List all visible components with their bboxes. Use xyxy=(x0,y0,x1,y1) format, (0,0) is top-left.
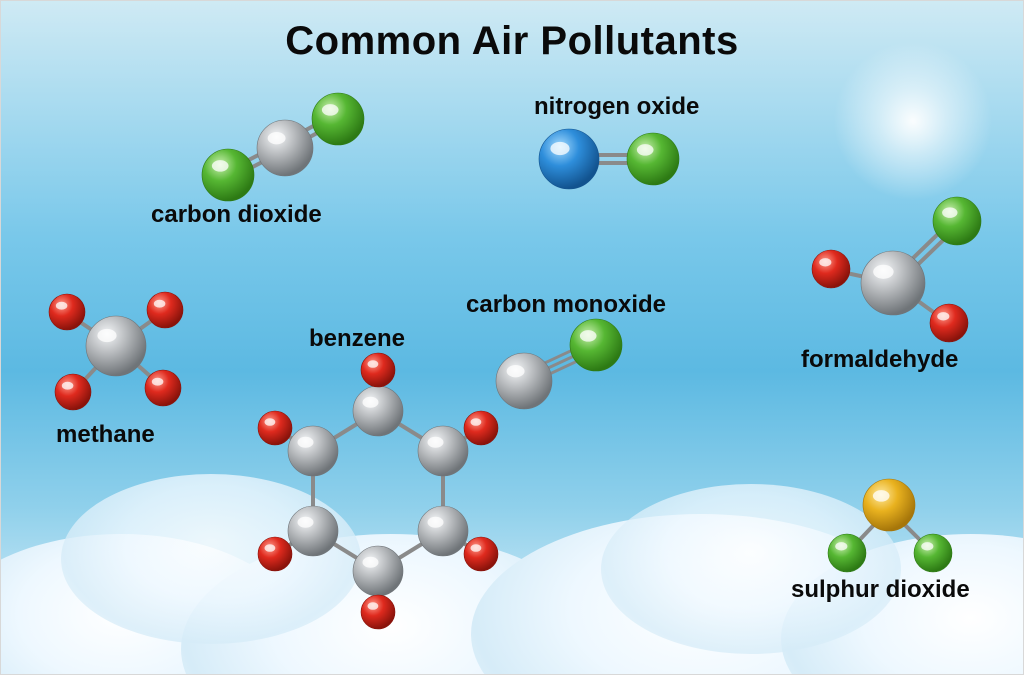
label-nitrogen-oxide: nitrogen oxide xyxy=(534,93,699,121)
atom-highlight xyxy=(921,542,933,550)
atom-highlight xyxy=(942,207,957,218)
atom-green xyxy=(914,534,952,572)
atom-grey xyxy=(288,426,338,476)
atom-highlight xyxy=(264,418,275,425)
atom-highlight xyxy=(363,557,379,568)
sun-glow xyxy=(833,41,993,201)
atom-highlight xyxy=(428,437,444,448)
atom-red xyxy=(49,294,85,330)
atom-highlight xyxy=(367,602,378,609)
atom-grey xyxy=(257,120,313,176)
atom-highlight xyxy=(154,300,166,308)
label-carbon-dioxide: carbon dioxide xyxy=(151,201,322,229)
molecule-sulphur-dioxide xyxy=(811,471,971,581)
label-sulphur-dioxide: sulphur dioxide xyxy=(791,576,970,604)
atom-green xyxy=(312,93,364,145)
molecule-nitrogen-oxide xyxy=(531,121,701,201)
atom-red xyxy=(55,374,91,410)
atom-highlight xyxy=(97,329,116,342)
atom-highlight xyxy=(363,397,379,408)
atom-red xyxy=(812,250,850,288)
atom-grey xyxy=(288,506,338,556)
atom-grey xyxy=(86,316,146,376)
atom-red xyxy=(464,537,498,571)
atom-red xyxy=(930,304,968,342)
atom-highlight xyxy=(580,330,597,341)
atom-red xyxy=(361,595,395,629)
atom-red xyxy=(145,370,181,406)
atom-highlight xyxy=(56,302,68,310)
atom-green xyxy=(933,197,981,245)
atom-grey xyxy=(418,506,468,556)
atom-highlight xyxy=(428,517,444,528)
atom-grey xyxy=(353,546,403,596)
atom-highlight xyxy=(62,382,74,390)
atom-highlight xyxy=(470,544,481,551)
atom-highlight xyxy=(873,490,890,501)
atom-red xyxy=(258,537,292,571)
atom-highlight xyxy=(152,378,164,386)
atom-highlight xyxy=(367,360,378,367)
atom-grey xyxy=(861,251,925,315)
atom-highlight xyxy=(637,144,654,155)
atom-blue xyxy=(539,129,599,189)
atom-highlight xyxy=(873,265,893,279)
atom-grey xyxy=(353,386,403,436)
atom-highlight xyxy=(264,544,275,551)
label-carbon-monoxide: carbon monoxide xyxy=(466,291,666,319)
page-title: Common Air Pollutants xyxy=(1,19,1023,64)
atom-grey xyxy=(418,426,468,476)
atom-green xyxy=(570,319,622,371)
molecule-benzene xyxy=(243,356,513,646)
atom-highlight xyxy=(550,142,569,155)
atom-yellow xyxy=(863,479,915,531)
atom-highlight xyxy=(322,104,339,115)
atom-red xyxy=(464,411,498,445)
atom-highlight xyxy=(298,437,314,448)
atom-red xyxy=(361,353,395,387)
atom-green xyxy=(627,133,679,185)
molecule-carbon-dioxide xyxy=(176,91,386,196)
atom-highlight xyxy=(470,418,481,425)
atom-highlight xyxy=(835,542,847,550)
label-benzene: benzene xyxy=(309,325,405,353)
atom-highlight xyxy=(298,517,314,528)
atom-highlight xyxy=(212,160,229,171)
label-formaldehyde: formaldehyde xyxy=(801,346,958,374)
atom-highlight xyxy=(937,312,949,320)
atom-red xyxy=(258,411,292,445)
atom-red xyxy=(147,292,183,328)
atom-green xyxy=(828,534,866,572)
atom-highlight xyxy=(268,132,286,144)
molecule-formaldehyde xyxy=(801,191,991,351)
atom-highlight xyxy=(819,258,831,266)
atom-green xyxy=(202,149,254,201)
molecule-methane xyxy=(31,266,201,426)
label-methane: methane xyxy=(56,421,155,449)
